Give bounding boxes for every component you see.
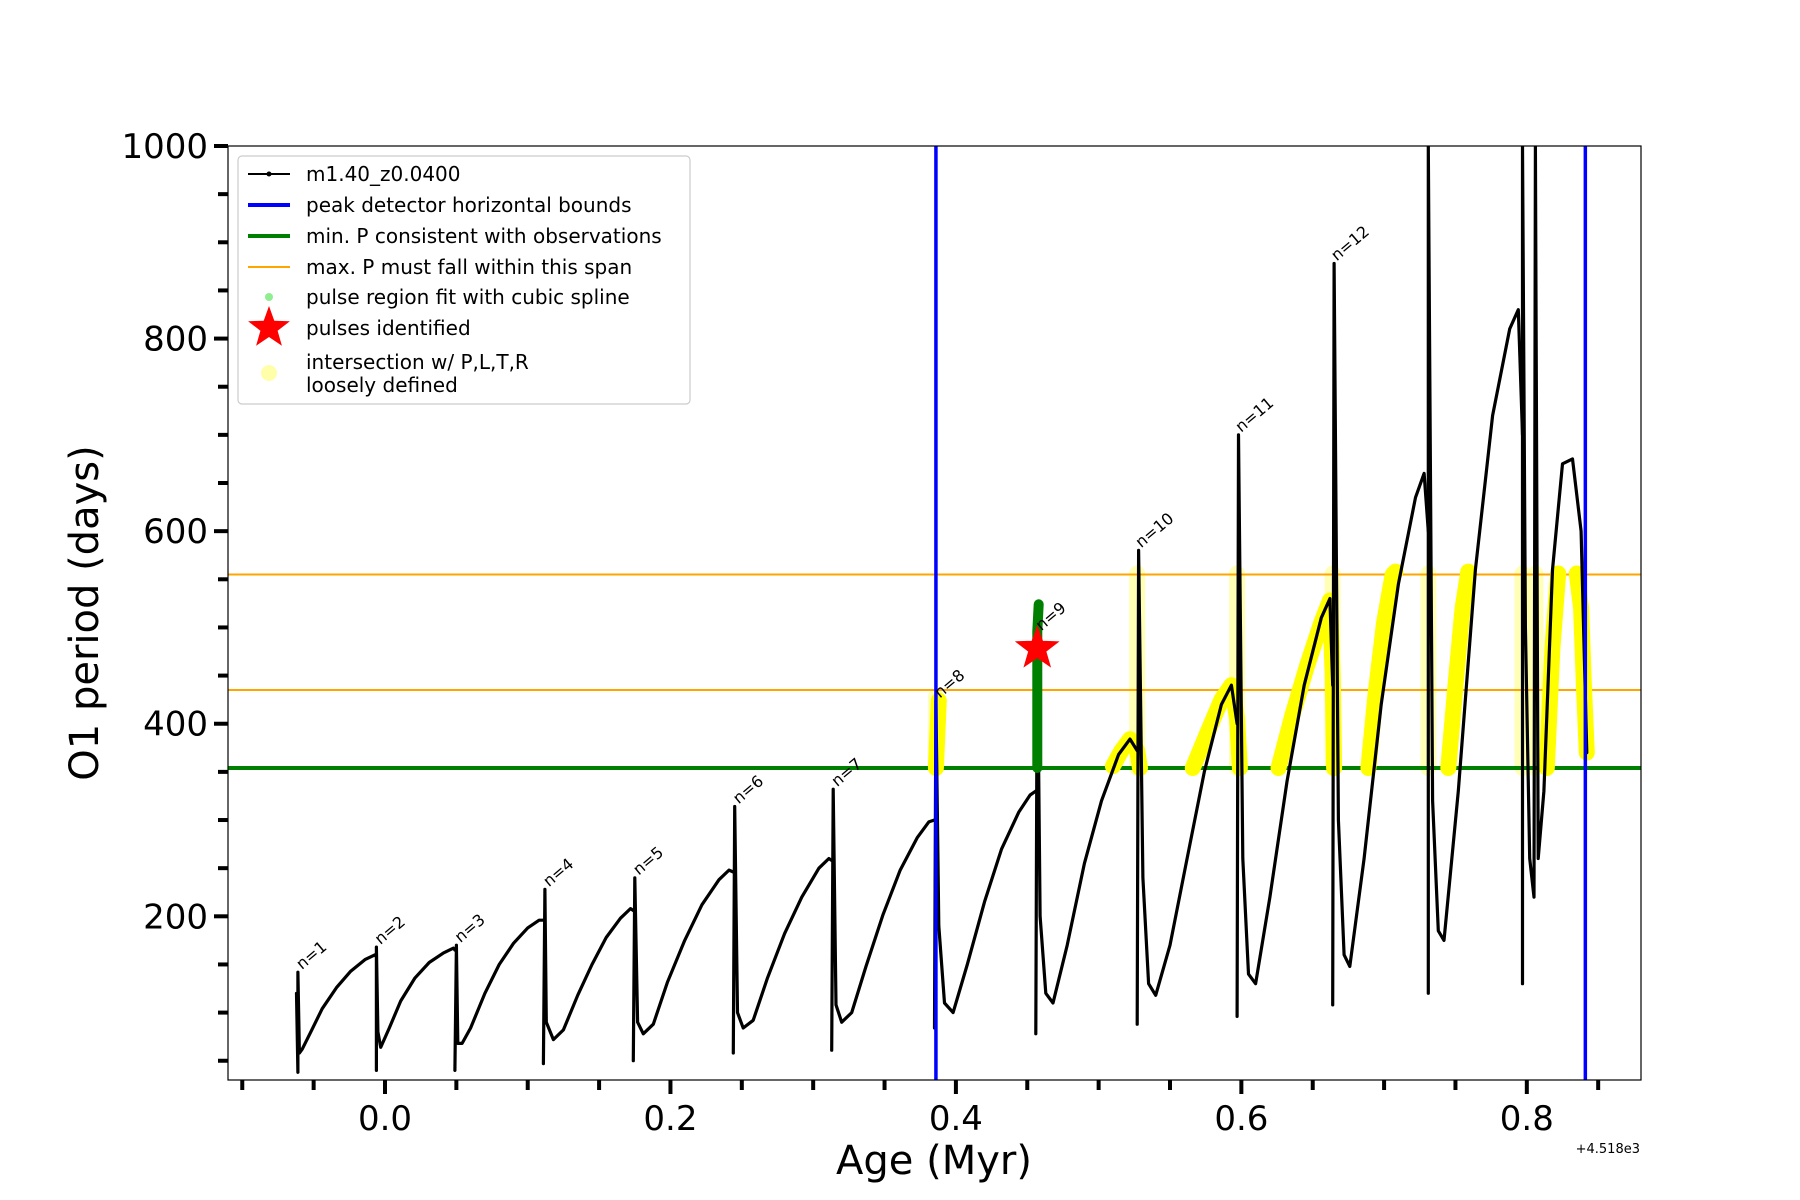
y-tick-label-1: 400 bbox=[143, 705, 208, 745]
x-tick-label-0: 0.0 bbox=[358, 1099, 412, 1139]
legend-item-1: peak detector horizontal bounds bbox=[248, 193, 632, 217]
identified-pulse-layer bbox=[1014, 625, 1060, 668]
legend-item-2: min. P consistent with observations bbox=[248, 224, 662, 248]
series-0-segment-1 bbox=[374, 945, 457, 1073]
series-0-segment-12 bbox=[1426, 146, 1525, 995]
legend-item-5: pulses identified bbox=[248, 306, 471, 346]
series-2-segment-5 bbox=[1440, 563, 1477, 776]
x-tick-label-2: 0.4 bbox=[929, 1099, 983, 1139]
legend-marker-5 bbox=[248, 306, 290, 346]
y-tick-label-0: 200 bbox=[143, 897, 208, 937]
legend-label-0: m1.40_z0.0400 bbox=[306, 162, 461, 186]
series-2-segment-4 bbox=[1360, 563, 1404, 776]
legend-label-4: pulse region fit with cubic spline bbox=[306, 285, 630, 309]
series-0-segment-4 bbox=[631, 868, 735, 1063]
series-0-segment-2 bbox=[453, 918, 546, 1073]
x-axis-label: Age (Myr) bbox=[836, 1138, 1032, 1184]
x-offset-label: +4.518e3 bbox=[1576, 1142, 1640, 1157]
legend-label-3: max. P must fall within this span bbox=[306, 255, 632, 279]
y-tick-label-3: 800 bbox=[143, 320, 208, 360]
x-tick-label-3: 0.6 bbox=[1214, 1099, 1268, 1139]
legend-label-2: min. P consistent with observations bbox=[306, 224, 662, 248]
series-0-segment-11 bbox=[1331, 261, 1430, 1007]
legend-item-0: m1.40_z0.0400 bbox=[248, 162, 461, 186]
identified-pulse-star bbox=[1014, 625, 1060, 668]
x-tick-label-4: 0.8 bbox=[1500, 1099, 1554, 1139]
series-0-segment-9 bbox=[1135, 548, 1239, 1026]
y-tick-label-2: 600 bbox=[143, 512, 208, 552]
legend-frame bbox=[237, 155, 691, 405]
series-0-segment-3 bbox=[541, 887, 635, 1066]
axes-layer: 200 400 600 800 1000 0.0 0.2 0.4 0.6 0.8 bbox=[121, 127, 1601, 1139]
legend-marker-4 bbox=[265, 293, 273, 301]
y-tick-label-4: 1000 bbox=[121, 127, 208, 167]
legend-item-4: pulse region fit with cubic spline bbox=[265, 285, 630, 309]
series-0-segment-7 bbox=[932, 698, 1038, 1030]
series-0-segment-6 bbox=[830, 787, 937, 1052]
series-0-segment-8 bbox=[1034, 631, 1139, 1036]
series-0-segment-5 bbox=[731, 804, 834, 1055]
period-series-layer bbox=[294, 146, 1589, 1074]
legend-marker-0-dot bbox=[266, 171, 272, 177]
legend-item-3: max. P must fall within this span bbox=[248, 255, 632, 279]
legend-label-6-line2: loosely defined bbox=[306, 373, 458, 397]
legend-label-1: peak detector horizontal bounds bbox=[306, 193, 632, 217]
legend-label-6: intersection w/ P,L,T,R bbox=[306, 350, 529, 374]
vertical-bounds-layer bbox=[934, 146, 1588, 1080]
series-0-segment-10 bbox=[1235, 433, 1335, 1019]
legend-label-5: pulses identified bbox=[306, 316, 471, 340]
legend-marker-6 bbox=[261, 365, 277, 381]
x-tick-label-1: 0.2 bbox=[643, 1099, 697, 1139]
series-0-segment-13 bbox=[1520, 146, 1589, 986]
series-0-segment-0 bbox=[294, 953, 378, 1074]
y-axis-label: O1 period (days) bbox=[62, 445, 108, 780]
series-2-segment-6 bbox=[1538, 565, 1567, 776]
plot-frame bbox=[227, 145, 1642, 1081]
